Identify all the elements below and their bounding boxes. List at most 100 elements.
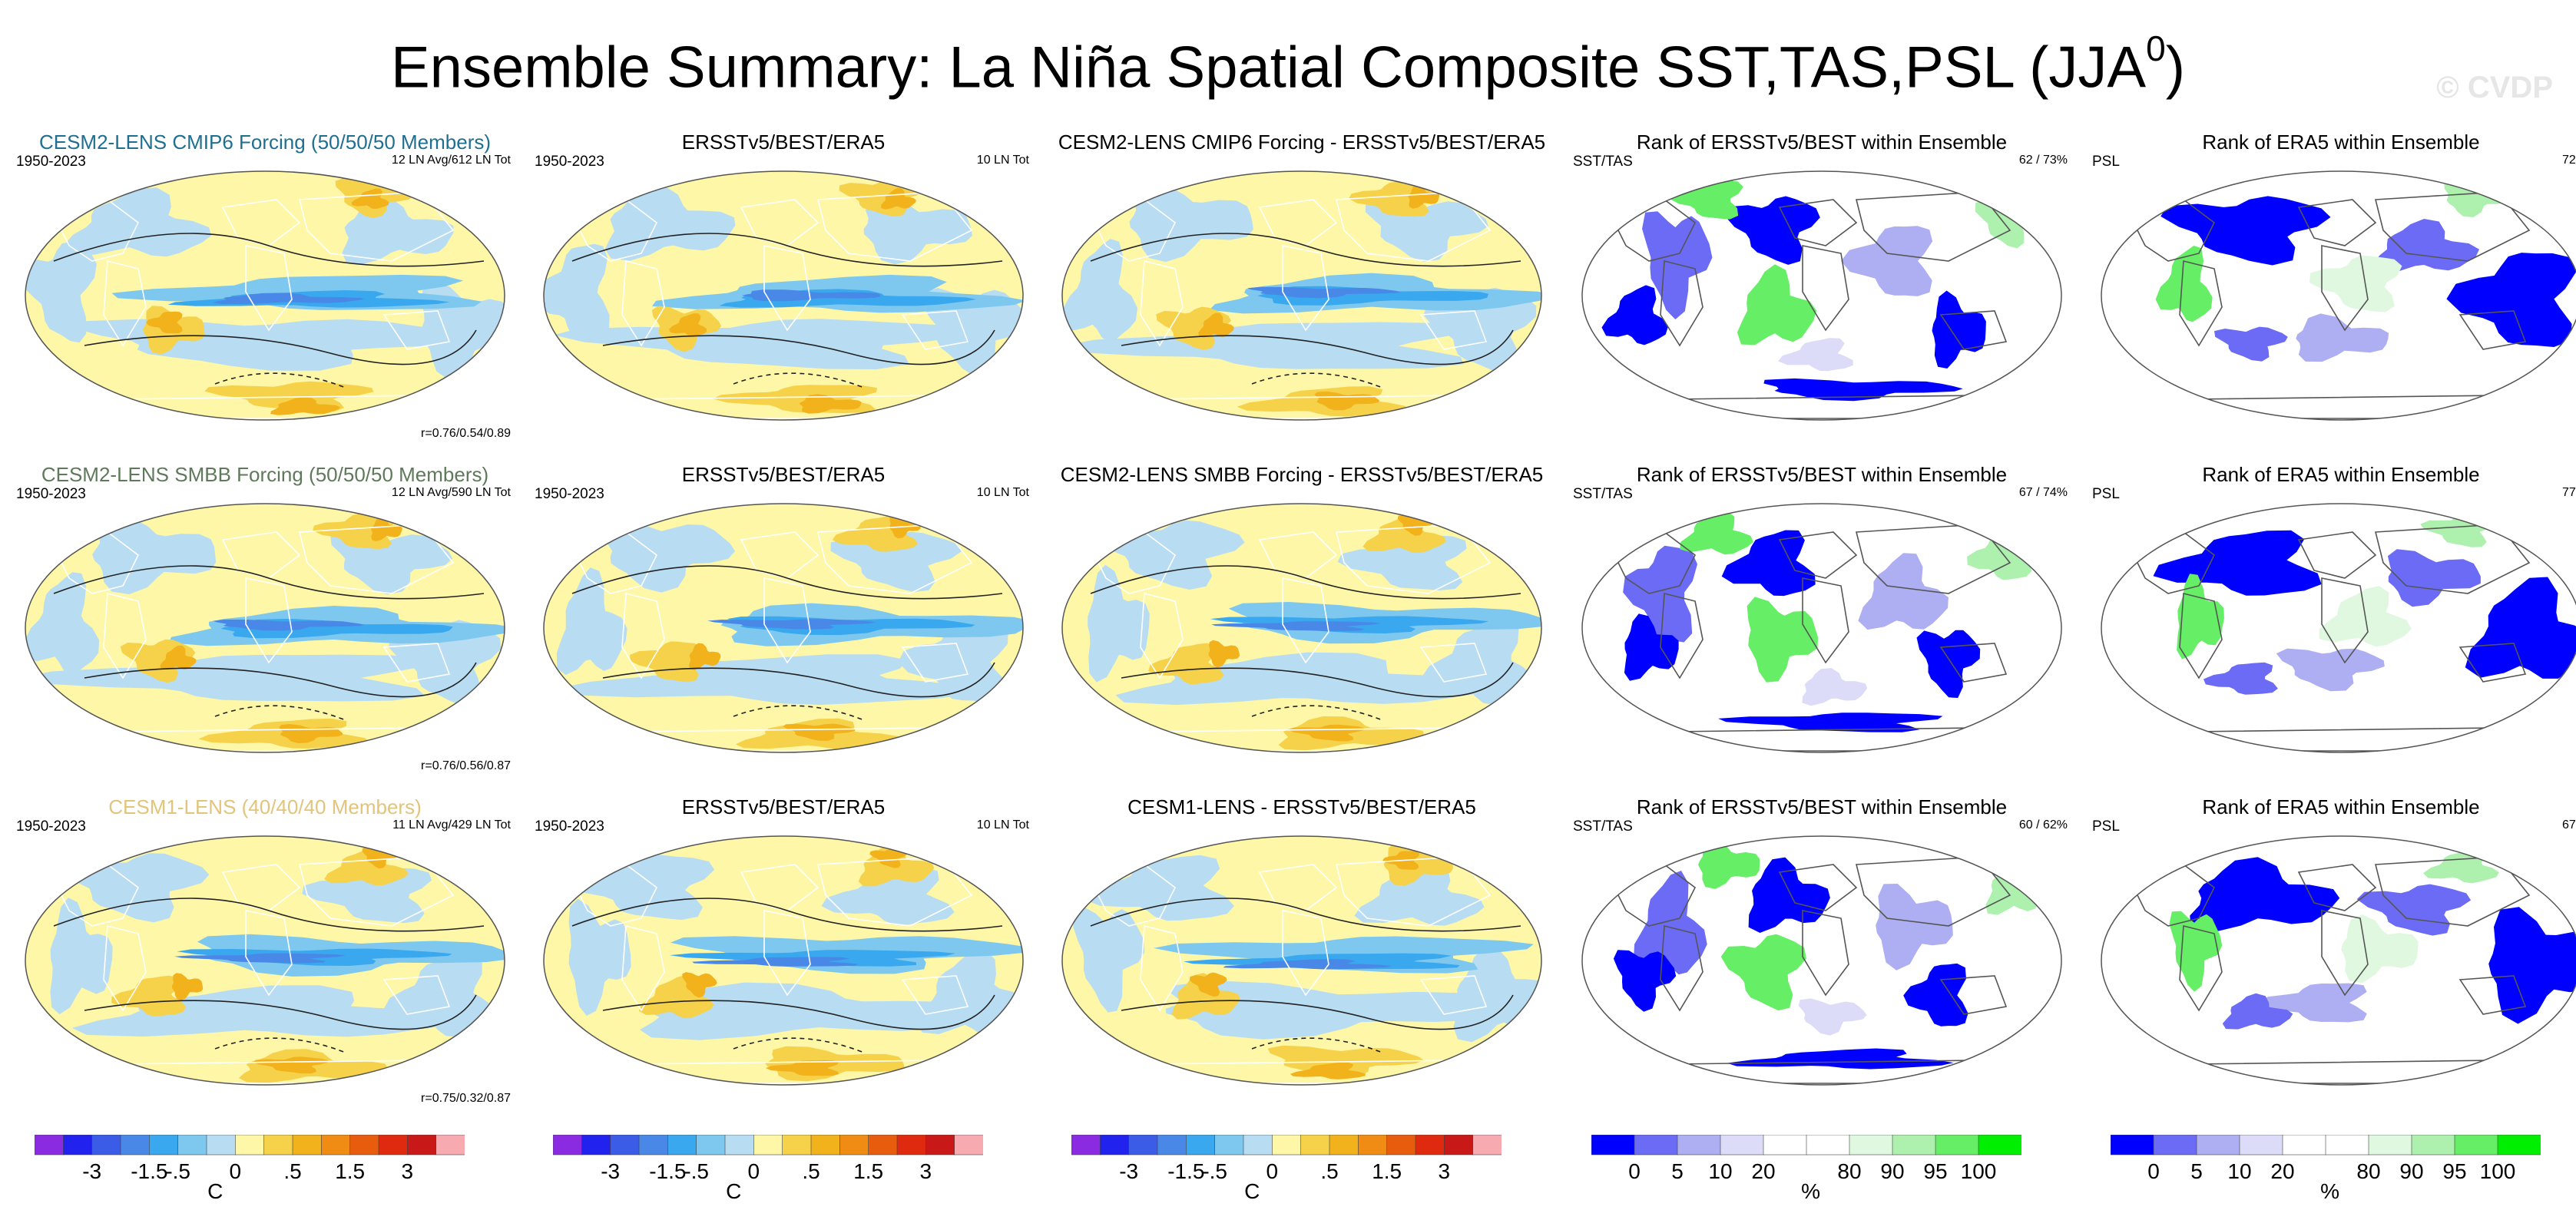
colorbar-swatch [667, 1135, 697, 1156]
colorbar-swatch [896, 1135, 927, 1156]
rank-region [2222, 993, 2293, 1030]
colorbar-swatch [1849, 1135, 1893, 1156]
colorbar-tick-label: 90 [2399, 1159, 2424, 1183]
coastline [901, 643, 969, 683]
rank-region [1698, 840, 1760, 889]
panel-title: Rank of ERA5 within Ensemble [2202, 131, 2480, 154]
colorbar-swatch [638, 1135, 669, 1156]
rank-region [1624, 613, 1679, 681]
coastline [1939, 643, 2008, 683]
coastline [1419, 643, 1488, 683]
colorbar-swatch [35, 1135, 65, 1156]
coastline [621, 260, 665, 347]
coastline [221, 531, 301, 579]
colorbar-swatch [2153, 1135, 2197, 1156]
panel-title: Rank of ERA5 within Ensemble [2202, 795, 2480, 818]
anomaly-map [541, 834, 1025, 1087]
anomaly-region [371, 517, 402, 542]
coastline [2458, 310, 2527, 350]
rank-region [2190, 857, 2340, 933]
coastline [1802, 577, 1849, 664]
colorbar-swatch [2282, 1135, 2326, 1156]
colorbar-tick-label: 3 [401, 1159, 414, 1183]
panel-title: Rank of ERSSTv5/BEST within Ensemble [1636, 463, 2008, 486]
anomaly-region [25, 242, 97, 343]
coastline [245, 245, 293, 332]
colorbar-ticks: -3 -1.5 -.5 0 .5 1.5 3 [1071, 1159, 1502, 1183]
colorbar-swatch [349, 1135, 379, 1156]
panel-title: ERSSTv5/BEST/ERA5 [681, 131, 886, 154]
anomaly-region [669, 313, 707, 337]
colorbar-swatch [1415, 1135, 1445, 1156]
map-border [543, 170, 1024, 421]
anomaly-region [707, 619, 876, 630]
coastline [1282, 577, 1329, 664]
anomaly-map [1060, 169, 1544, 422]
colorbar-swatch [263, 1135, 293, 1156]
variable-label: SST/TAS [1573, 154, 1633, 170]
colorbar-swatch [610, 1135, 640, 1156]
colorbar-anomaly-2: -3 -1.5 -.5 0 .5 1.5 3 C [553, 1135, 983, 1212]
rank-region [2160, 196, 2331, 266]
coastline [245, 577, 293, 664]
rank-percent: 72% [2561, 154, 2576, 167]
anomaly-region [544, 243, 610, 339]
anomaly-region [630, 641, 704, 683]
panel-rank-sst-row1: Rank of ERSSTv5/BEST within Ensemble SST/… [1568, 131, 2075, 453]
colorbar-tick-label: 20 [1751, 1159, 1776, 1183]
rank-map [2099, 834, 2576, 1087]
panel-title: ERSSTv5/BEST/ERA5 [681, 795, 886, 818]
rank-region [1680, 511, 1753, 555]
rank-region [2309, 255, 2402, 312]
anomaly-region [111, 975, 186, 1017]
colorbar-swatch [1806, 1135, 1850, 1156]
variable-label: SST/TAS [1573, 486, 1633, 502]
colorbar-swatch [1444, 1135, 1474, 1156]
panel-diff-row1: CESM2-LENS CMIP6 Forcing - ERSSTv5/BEST/… [1048, 131, 1555, 453]
psl-contour [53, 233, 485, 267]
psl-contour [84, 994, 477, 1030]
anomaly-region [1148, 643, 1224, 685]
rank-region [1720, 934, 1806, 1011]
rank-region [1841, 226, 1933, 296]
map-border [25, 170, 505, 421]
coastline [1660, 260, 1704, 347]
psl-contour [1090, 233, 1521, 267]
panel-title: Rank of ERSSTv5/BEST within Ensemble [1636, 131, 2008, 154]
psl-contour [1121, 994, 1514, 1030]
colorbar-swatch [1157, 1135, 1187, 1156]
colorbar-swatch [1100, 1135, 1130, 1156]
psl-contour [84, 329, 477, 365]
anomaly-map [23, 169, 507, 422]
period-label: 1950-2023 [16, 154, 86, 170]
anomaly-map [541, 169, 1025, 422]
coastline [740, 531, 819, 579]
colorbar-anomaly-1: -3 -1.5 -.5 0 .5 1.5 3 C [35, 1135, 465, 1212]
colorbar-tick-label: -3 [601, 1159, 621, 1183]
panel-rank-sst-row2: Rank of ERSSTv5/BEST within Ensemble SST/… [1568, 463, 2075, 785]
panel-title: CESM2-LENS SMBB Forcing (50/50/50 Member… [41, 463, 489, 486]
panel-title: ERSSTv5/BEST/ERA5 [681, 463, 886, 486]
coastline [2179, 924, 2223, 1012]
anomaly-region [71, 985, 469, 1037]
map-border [25, 835, 505, 1086]
colorbar-swatch [177, 1135, 207, 1156]
panel-rank-sst-row3: Rank of ERSSTv5/BEST within Ensemble SST/… [1568, 795, 2075, 1118]
coastline [901, 310, 969, 350]
anomaly-region [742, 289, 881, 302]
colorbar-swatch [1634, 1135, 1678, 1156]
coastline [740, 864, 819, 911]
colorbar-tick-label: 0 [1266, 1159, 1279, 1183]
anomaly-region [596, 518, 736, 593]
panel-title: CESM2-LENS CMIP6 Forcing - ERSSTv5/BEST/… [1058, 131, 1546, 154]
colorbar-swatch [206, 1135, 237, 1156]
coastline [2179, 260, 2223, 347]
colorbar-swatch [91, 1135, 121, 1156]
colorbar-swatch [868, 1135, 898, 1156]
panel-title: CESM2-LENS CMIP6 Forcing (50/50/50 Membe… [38, 131, 492, 154]
panel-ens-row2: CESM2-LENS SMBB Forcing (50/50/50 Member… [12, 463, 518, 785]
colorbar-tick-label: 5 [1671, 1159, 1684, 1183]
colorbar-swatch [1272, 1135, 1302, 1156]
colorbar-tick-label: 100 [1960, 1159, 1997, 1183]
colorbar-tick-label: 95 [1923, 1159, 1948, 1183]
